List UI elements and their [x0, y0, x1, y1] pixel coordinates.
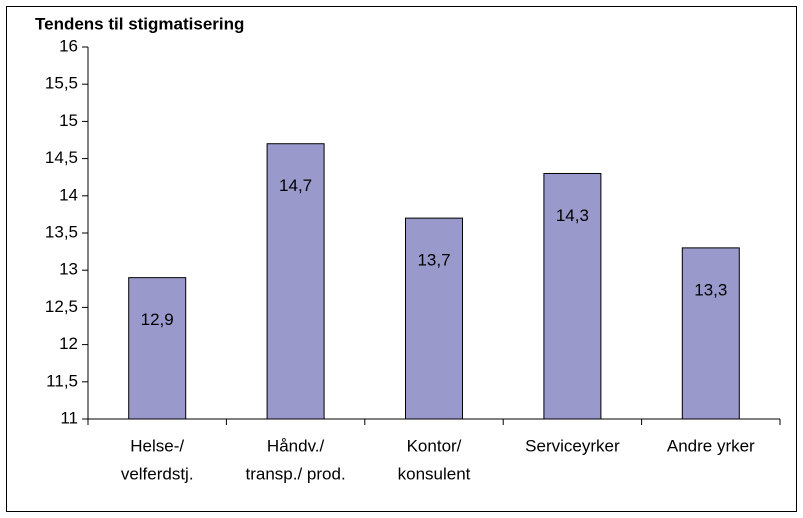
chart-title: Tendens til stigmatisering: [35, 14, 244, 33]
y-tick-label: 13,5: [45, 222, 78, 241]
bar: [681, 247, 740, 420]
data-label: 13,7: [417, 251, 450, 270]
data-label: 14,3: [556, 206, 589, 225]
chart-frame: [6, 6, 797, 512]
y-tick-label: 16: [59, 36, 78, 55]
y-tick-label: 11: [60, 408, 78, 427]
x-tick-label: transp./ prod.: [246, 464, 346, 483]
data-label: 14,7: [279, 176, 312, 195]
y-tick-label: 14,5: [45, 148, 78, 167]
bar: [543, 172, 602, 420]
data-label: 12,9: [141, 310, 174, 329]
x-tick-label: Helse-/: [130, 436, 184, 455]
y-tick-label: 15: [59, 111, 78, 130]
x-tick-label: Kontor/: [407, 436, 462, 455]
y-tick-label: 11,5: [46, 371, 78, 390]
x-tick-label: velferdstj.: [121, 464, 194, 483]
data-label: 13,3: [694, 280, 727, 299]
x-tick-label: Andre yrker: [667, 436, 755, 455]
y-tick-label: 12: [59, 334, 78, 353]
y-tick-label: 12,5: [45, 297, 78, 316]
bar: [128, 277, 187, 420]
bar: [266, 143, 325, 420]
x-tick-label: Serviceyrker: [525, 436, 620, 455]
bar: [405, 217, 463, 420]
y-tick-label: 15,5: [45, 74, 78, 93]
y-tick-label: 14: [59, 185, 78, 204]
x-tick-label: Håndv./: [267, 436, 325, 455]
x-tick-label: konsulent: [398, 464, 471, 483]
y-tick-label: 13: [59, 260, 78, 279]
